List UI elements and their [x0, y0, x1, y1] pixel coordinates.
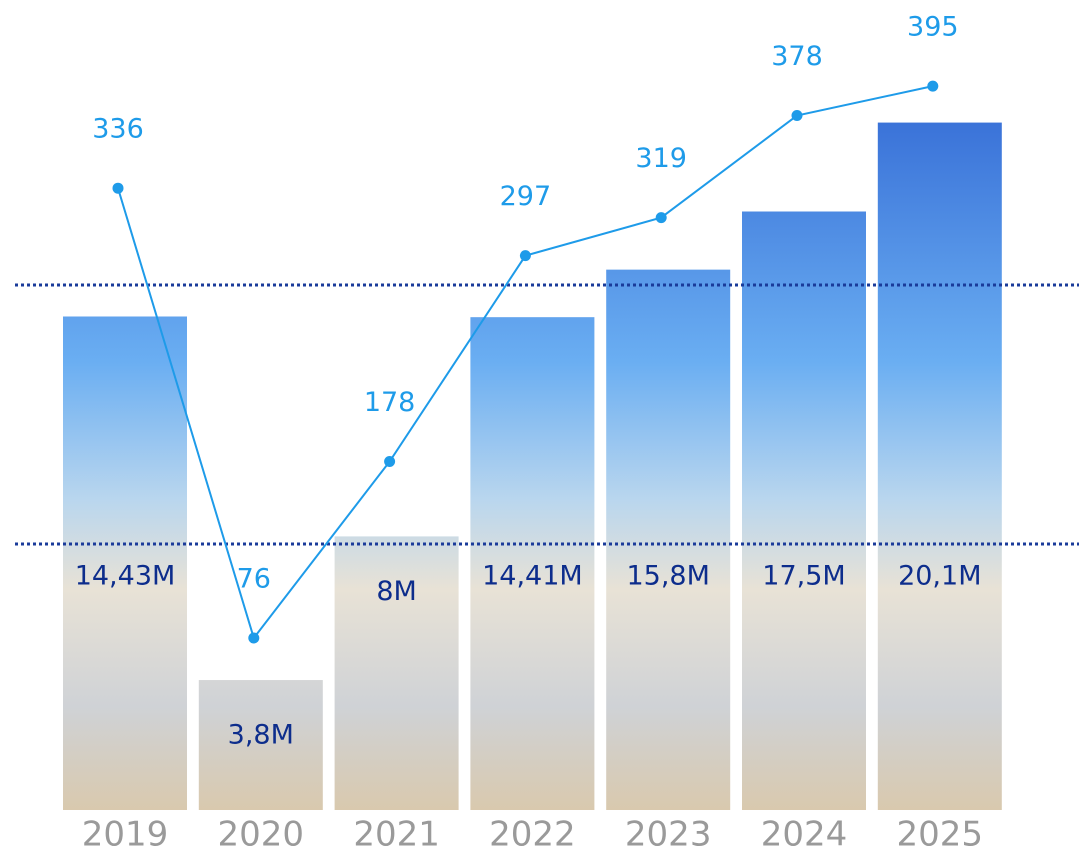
x-tick-label: 2024 — [761, 815, 848, 855]
value-label: 17,5M — [762, 561, 845, 592]
value-label: 14,41M — [482, 561, 583, 592]
value-label: 8M — [376, 576, 416, 607]
bar — [63, 316, 187, 810]
x-tick-label: 2021 — [353, 815, 440, 855]
line-label: 336 — [92, 114, 144, 145]
value-label: 15,8M — [626, 561, 709, 592]
value-label: 3,8M — [228, 720, 294, 751]
line-label: 319 — [635, 143, 687, 174]
x-tick-label: 2022 — [489, 815, 576, 855]
point — [384, 456, 396, 468]
point — [791, 110, 803, 122]
bar — [877, 122, 1002, 810]
x-tick-label: 2019 — [82, 815, 169, 855]
x-tick-label: 2020 — [218, 815, 305, 855]
bar — [470, 317, 595, 810]
point — [655, 212, 667, 224]
point — [112, 182, 124, 194]
bar — [742, 211, 866, 810]
point — [927, 80, 939, 92]
value-label: 20,1M — [898, 561, 981, 592]
point — [519, 250, 531, 262]
line-label: 178 — [364, 387, 416, 418]
line-label: 76 — [237, 564, 271, 595]
bar — [334, 536, 459, 810]
line-label: 378 — [771, 41, 823, 72]
bar — [198, 680, 323, 810]
x-tick-label: 2023 — [625, 815, 712, 855]
value-label: 14,43M — [75, 561, 176, 592]
line-label: 395 — [907, 12, 959, 43]
x-tick-label: 2025 — [897, 815, 984, 855]
bar — [606, 269, 731, 810]
point — [248, 632, 260, 644]
line-label: 297 — [500, 181, 552, 212]
